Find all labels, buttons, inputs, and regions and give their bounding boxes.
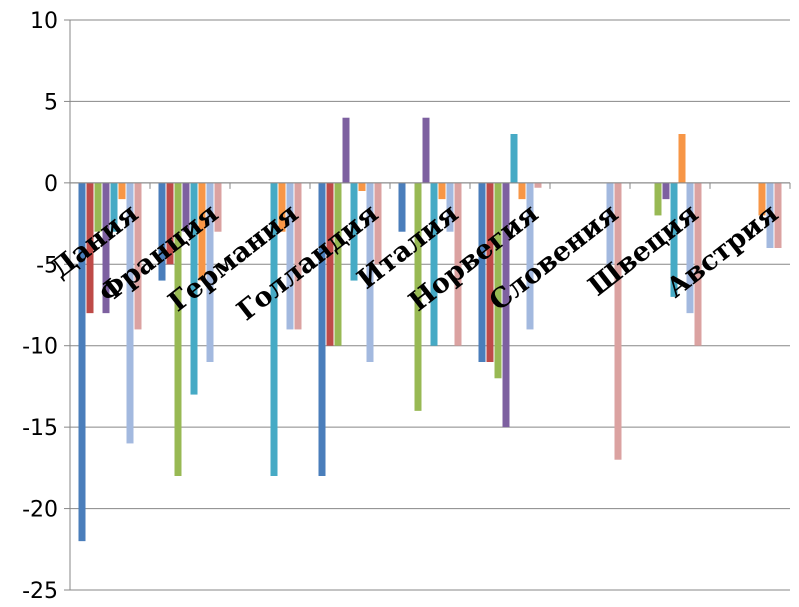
bar-5-4 xyxy=(510,134,518,183)
bar-7-7 xyxy=(694,182,702,346)
bar-0-6 xyxy=(126,182,134,444)
bar-0-2 xyxy=(94,182,102,232)
bar-5-1 xyxy=(486,182,494,362)
bar-5-5 xyxy=(518,182,526,200)
bar-4-4 xyxy=(430,182,438,346)
bar-5-2 xyxy=(494,182,502,379)
bar-5-6 xyxy=(526,182,534,330)
bar-1-1 xyxy=(166,182,174,265)
bar-2-6 xyxy=(286,182,294,330)
bar-3-4 xyxy=(350,182,358,281)
bar-3-5 xyxy=(358,182,366,191)
bar-2-4 xyxy=(270,182,278,476)
bar-1-0 xyxy=(158,182,166,281)
y-tick-label: -10 xyxy=(22,335,58,360)
bar-0-4 xyxy=(110,182,118,232)
bar-4-0 xyxy=(398,182,406,232)
bar-1-6 xyxy=(206,182,214,362)
bar-8-7 xyxy=(774,182,782,248)
bar-2-5 xyxy=(278,182,286,232)
bar-8-6 xyxy=(766,182,774,248)
bar-2-7 xyxy=(294,182,302,330)
bar-1-4 xyxy=(190,182,198,395)
bar-4-6 xyxy=(446,182,454,232)
bar-8-5 xyxy=(758,182,766,216)
bar-5-0 xyxy=(478,182,486,362)
y-tick-label: 5 xyxy=(44,90,58,115)
bar-0-0 xyxy=(78,182,86,542)
bar-0-5 xyxy=(118,182,126,200)
bar-4-2 xyxy=(414,182,422,411)
bar-0-7 xyxy=(134,182,142,330)
bar-7-5 xyxy=(678,134,686,183)
bar-3-6 xyxy=(366,182,374,362)
bar-4-7 xyxy=(454,182,462,346)
bar-4-5 xyxy=(438,182,446,200)
bar-3-2 xyxy=(334,182,342,346)
bar-7-6 xyxy=(686,182,694,314)
y-tick-label: 0 xyxy=(44,172,58,197)
bar-4-3 xyxy=(422,117,430,183)
bar-1-2 xyxy=(174,182,182,476)
y-tick-label: -25 xyxy=(22,579,58,604)
y-tick-label: -20 xyxy=(22,498,58,523)
bar-3-0 xyxy=(318,182,326,476)
bar-1-5 xyxy=(198,182,206,281)
bar-5-3 xyxy=(502,182,510,428)
bar-0-1 xyxy=(86,182,94,314)
y-tick-label: -5 xyxy=(36,253,58,278)
bar-1-7 xyxy=(214,182,222,232)
bar-3-1 xyxy=(326,182,334,346)
y-tick-label: -15 xyxy=(22,416,58,441)
bars xyxy=(78,117,782,542)
y-tick-label: 10 xyxy=(30,9,58,34)
y-tick-labels: 10 5 0 -5 -10 -15 -20 -25 xyxy=(22,9,58,604)
bar-7-3 xyxy=(662,182,670,200)
bar-5-7 xyxy=(534,182,542,188)
bar-1-3 xyxy=(182,182,190,232)
bar-7-4 xyxy=(670,182,678,297)
bar-7-2 xyxy=(654,182,662,216)
bar-6-6 xyxy=(606,182,614,265)
bar-0-3 xyxy=(102,182,110,314)
bar-6-7 xyxy=(614,182,622,460)
bar-3-7 xyxy=(374,182,382,265)
bar-3-3 xyxy=(342,117,350,183)
axes xyxy=(69,20,791,590)
